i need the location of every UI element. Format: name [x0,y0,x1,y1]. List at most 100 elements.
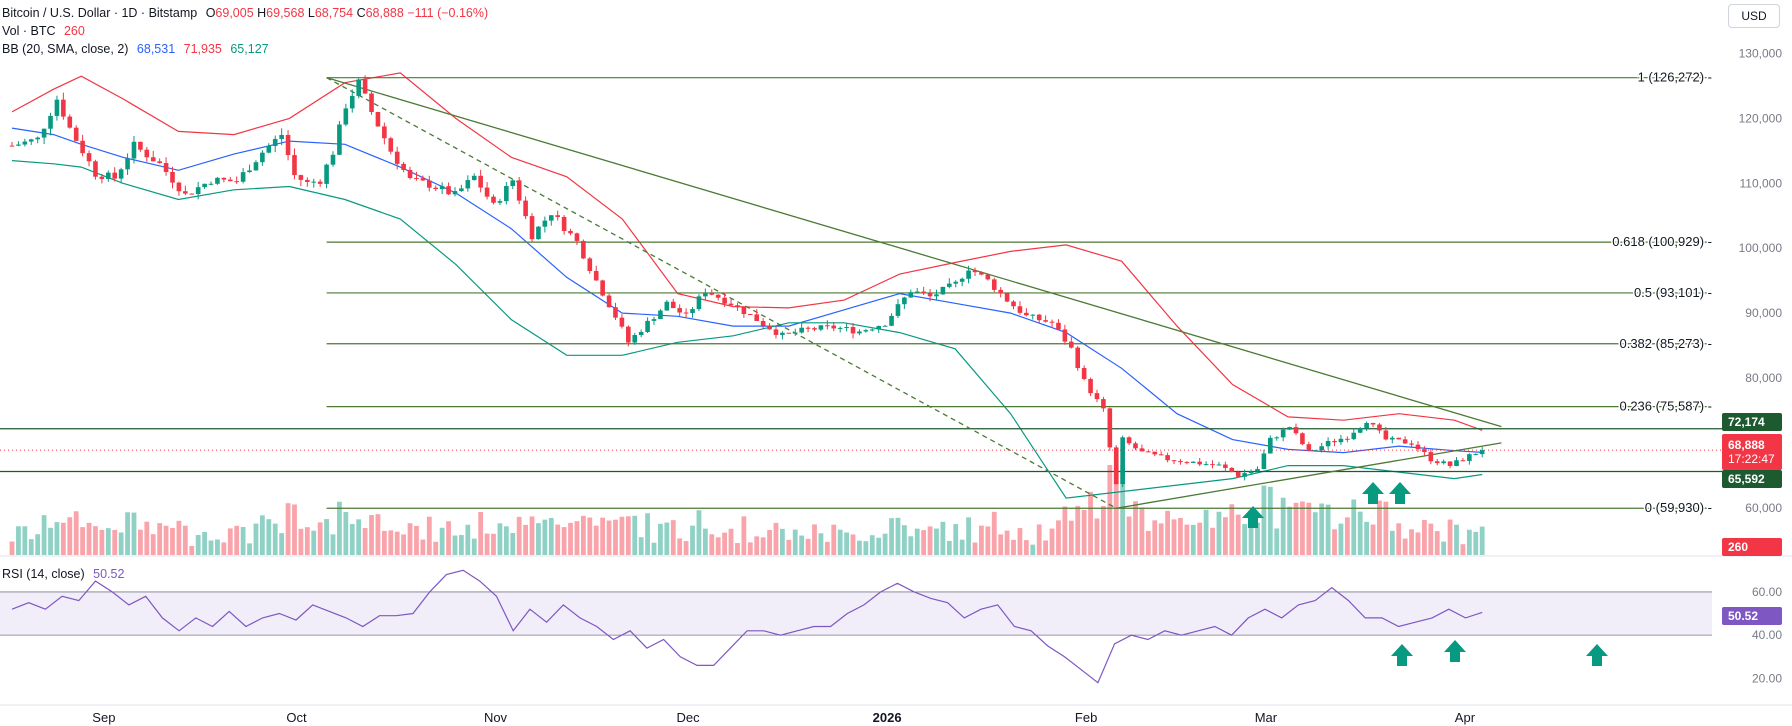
candle-body [927,293,933,297]
trendlines[interactable] [326,77,1502,509]
candle-body [722,297,727,304]
fib-retracement[interactable]: 1 (126,272) - 0.618 (100,929) - 0.5 (93,10… [326,68,1714,517]
candle-body [1396,437,1402,440]
price-tick-label: 90,000 [1745,306,1782,320]
candle-body [401,163,406,170]
candle-body [568,230,573,234]
candle-body [157,161,162,164]
rsi-label: RSI (14, close) [2,567,85,581]
candle-body [394,151,400,164]
volume-bar [889,518,894,555]
volume-bar [600,517,606,555]
last-price-value: 68,888 [1728,438,1765,452]
volume-bar [786,539,792,555]
volume-bar [1036,524,1042,555]
volume-bar [176,520,182,555]
candle-body [1126,437,1132,444]
volume-bar [690,525,695,555]
volume-bar [1447,519,1453,555]
candle-body [754,314,760,321]
candle-body [748,314,753,316]
volume-bar [908,536,914,555]
candle-body [1120,437,1125,485]
candle-body [272,138,278,147]
candle-body [99,176,105,179]
volume-bar [1056,520,1061,555]
time-tick-label: Sep [92,710,115,725]
volume-bar [773,522,779,555]
candle-body [491,196,496,203]
candle-body [606,295,612,308]
volume-bar [465,524,471,555]
candle-body [690,309,695,314]
candle-body [176,182,182,192]
candle-body [529,216,535,240]
candle-body [709,292,715,295]
bb-basis-line [11,127,1483,454]
candle-body [279,134,284,139]
candle-body [452,191,458,195]
price-tick-label: 130,000 [1739,46,1783,60]
volume-bar [709,534,715,555]
horizontal-levels[interactable] [0,428,1722,473]
volume-bar [189,545,195,555]
last-price-tag: 68,888 17:22:47 [1722,434,1782,470]
volume-bar [80,527,86,555]
candle-body [831,325,837,329]
candle-body [343,108,349,125]
volume-bar [1197,522,1203,555]
volume-bar [979,525,984,555]
volume-bar [927,526,933,555]
candle-body [966,270,971,279]
time-tick-label: Oct [286,710,307,725]
up-arrow-icon [1444,640,1466,662]
candle-body [1383,430,1389,440]
candle-body [497,201,503,203]
volume-bar [1043,540,1049,555]
candle-body [125,158,130,170]
candle-body [837,327,843,329]
volume-bar [780,528,785,555]
up-arrow-icon [1242,506,1264,528]
bb-upper-value: 71,935 [183,42,222,56]
candle-body [812,328,817,330]
volume-bar [394,531,400,555]
currency-button[interactable]: USD [1728,4,1780,28]
volume-bar [253,523,259,555]
volume-bar [1210,527,1215,555]
volume-bar [792,529,798,555]
candle-body [1415,444,1421,450]
volume-bar [670,520,676,555]
candle-body [433,187,439,190]
rsi-band [0,591,1712,636]
volume-bar [215,539,220,555]
candle-body [728,303,734,306]
volume-bar [901,525,907,555]
price-grid [0,555,1792,706]
candle-body [959,278,965,282]
volume-bars [9,465,1485,555]
volume-bar [86,522,92,555]
candle-body [80,140,85,154]
volume-bar [311,530,317,555]
candle-body [921,291,926,294]
volume-bar [632,515,638,555]
candle-body [388,138,394,152]
candle-body [311,181,317,183]
volume-bar [118,532,124,555]
volume-bar [985,526,991,555]
candle-body [1479,450,1485,455]
rsi-legend: RSI (14, close) 50.52 [2,566,129,582]
candle-body [934,294,939,297]
volume-bar [1011,539,1016,555]
volume-bar [150,534,156,555]
candle-body [54,99,60,116]
volume-bar [1466,529,1472,555]
volume-bar [735,543,740,555]
candle-body [131,141,137,159]
volume-bar [959,539,965,555]
up-arrow-icon [1362,482,1384,504]
volume-bar [747,542,753,555]
volume-bar [112,529,118,555]
